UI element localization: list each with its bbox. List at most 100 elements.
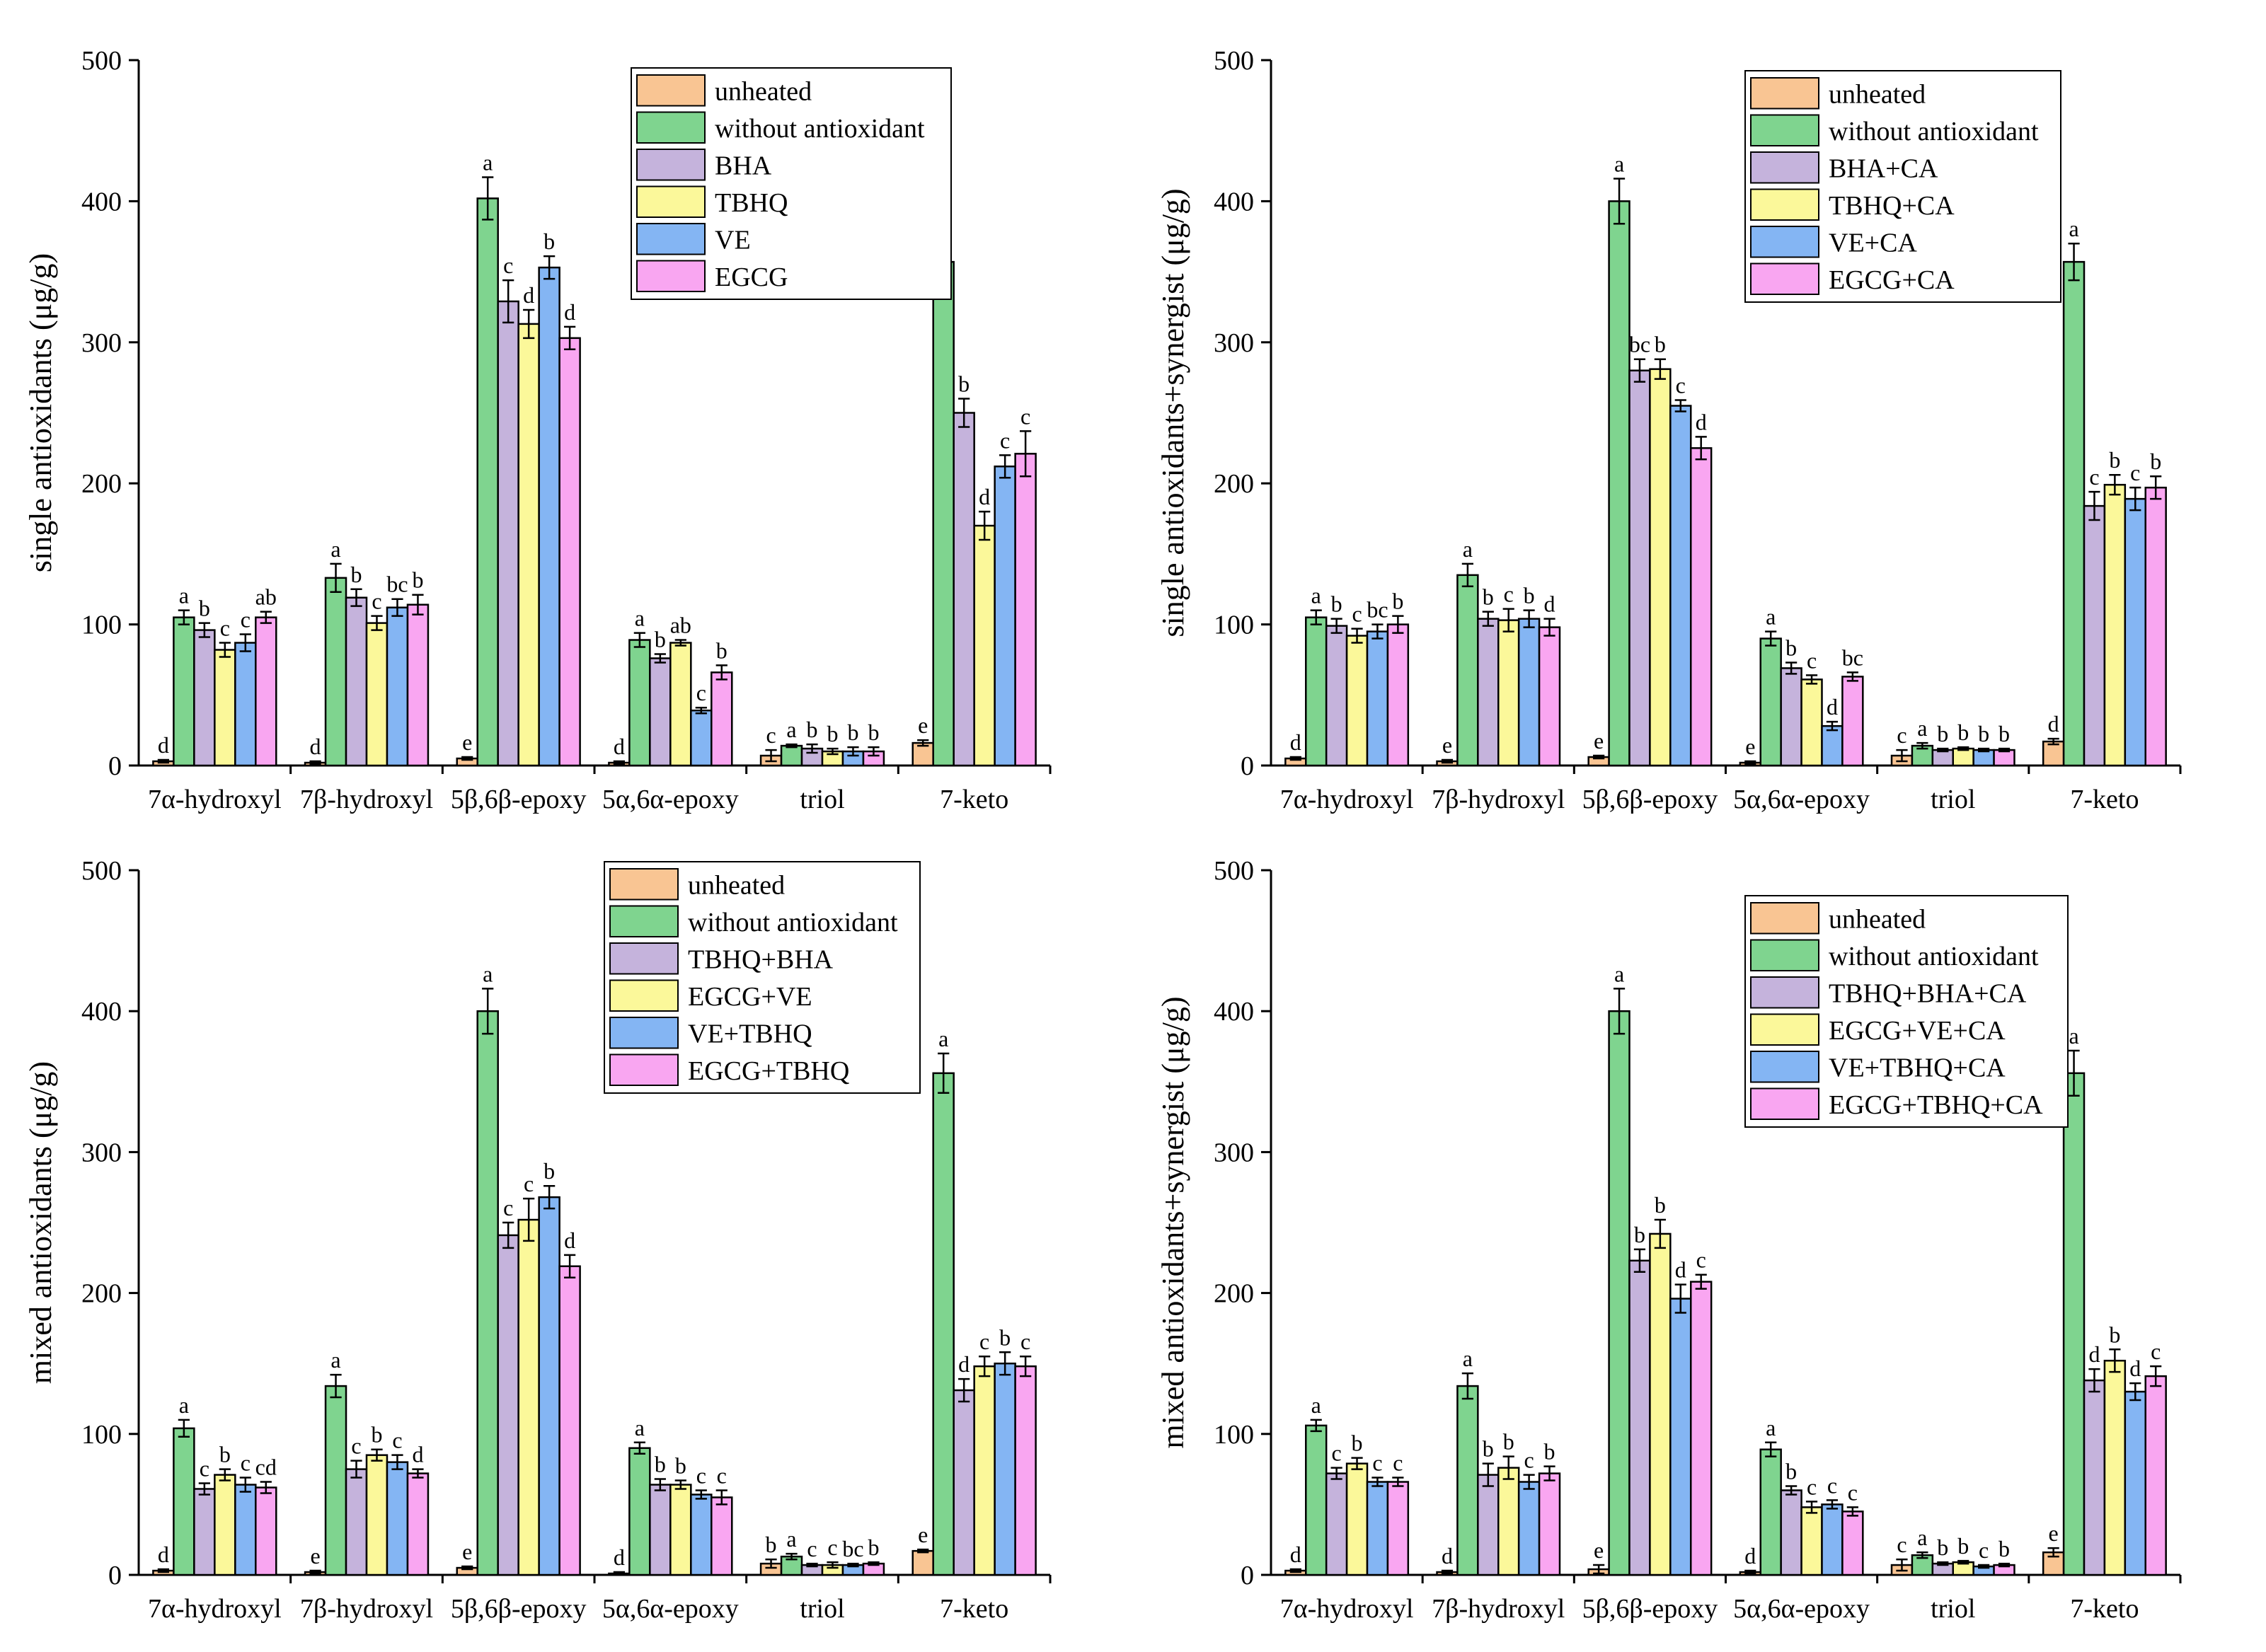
bar-7-keto-tbhq-bha-ca	[2083, 1379, 2106, 1576]
error-bar	[391, 598, 403, 617]
bar-7-hydroxyl-without-antioxidant	[324, 1385, 347, 1576]
error-bar	[765, 1558, 777, 1569]
x-tick-label: triol	[800, 785, 844, 814]
legend-swatch-ve-tbhq	[609, 1017, 679, 1049]
error-bar	[178, 1419, 190, 1438]
y-tick-label: 200	[81, 469, 122, 499]
bar-7-keto-ve-tbhq	[994, 1362, 1016, 1576]
bar-5-6-epoxy-tbhq-bha-ca	[1780, 1489, 1802, 1576]
error-bar	[1826, 1499, 1839, 1510]
legend-label: TBHQ+BHA+CA	[1829, 978, 2027, 1008]
significance-label: b	[1392, 589, 1403, 614]
error-bar	[1654, 1218, 1666, 1249]
error-bar	[309, 760, 321, 766]
x-tick-label: 5β,6β-epoxy	[1582, 1594, 1718, 1624]
significance-label: d	[412, 1442, 423, 1467]
error-bar	[239, 633, 251, 652]
error-bar	[868, 746, 880, 757]
error-bar	[1613, 178, 1626, 225]
x-tick-label: triol	[1931, 1594, 1975, 1624]
significance-label: c	[392, 1428, 402, 1453]
significance-label: b	[544, 1158, 555, 1184]
bar-5-6-epoxy-ve-tbhq	[690, 1494, 713, 1576]
significance-label: b	[1978, 721, 1989, 746]
significance-label: b	[219, 1442, 231, 1467]
bar-7-keto-bha-ca	[2083, 504, 2106, 767]
bar-triol-ve-ca	[1972, 749, 1995, 767]
bar-5-6-epoxy-egcg-ve	[669, 1484, 692, 1576]
legend-swatch-egcg-tbhq	[609, 1053, 679, 1086]
error-bar	[502, 279, 514, 324]
legend-swatch-unheated	[609, 868, 679, 901]
x-tick-label: 7α-hydroxyl	[148, 1594, 282, 1624]
significance-label: c	[241, 607, 251, 633]
significance-label: d	[614, 1544, 625, 1570]
bar-5-6-epoxy-without-antioxidant	[1608, 1010, 1631, 1576]
error-bar	[1593, 754, 1605, 760]
significance-label: ab	[255, 584, 277, 610]
significance-label: b	[412, 567, 423, 593]
error-bar	[827, 747, 839, 756]
y-tick-label: 100	[81, 611, 122, 640]
significance-label: b	[716, 637, 727, 663]
legend-swatch-tbhq-bha-ca	[1750, 976, 1819, 1009]
error-bar	[1674, 399, 1686, 412]
significance-label: e	[918, 712, 928, 738]
significance-label: c	[1807, 647, 1817, 673]
error-bar	[999, 1351, 1011, 1376]
bar-7-hydroxyl-tbhq-ca	[1497, 619, 1520, 767]
significance-label: b	[1634, 1222, 1645, 1247]
bar-7-hydroxyl-tbhq-bha	[193, 1488, 216, 1576]
significance-label: c	[827, 1535, 837, 1560]
bar-7-hydroxyl-bha-ca	[1325, 625, 1348, 767]
bar-7-hydroxyl-egcg	[406, 603, 430, 767]
significance-label: e	[2049, 1520, 2059, 1546]
bar-5-6-epoxy-without-antioxidant	[476, 1010, 499, 1576]
legend-label: without antioxidant	[715, 114, 925, 144]
bar-7-hydroxyl-egcg-tbhq	[406, 1472, 430, 1576]
significance-label: c	[696, 680, 706, 705]
significance-label: a	[635, 1415, 645, 1440]
y-tick-label: 200	[1214, 1279, 1254, 1309]
error-bar	[847, 1562, 859, 1568]
bar-7-keto-egcg-ca	[2144, 486, 2167, 767]
significance-label: e	[462, 1539, 472, 1564]
error-bar	[1392, 615, 1404, 634]
error-bar	[2129, 486, 2141, 512]
bar-5-6-epoxy-egcg-tbhq	[558, 1265, 581, 1576]
legend-label: EGCG+TBHQ+CA	[1829, 1090, 2043, 1120]
bar-5-6-epoxy-ve-tbhq	[538, 1196, 560, 1576]
error-bar	[544, 255, 556, 280]
error-bar	[2068, 242, 2080, 282]
significance-label: c	[1020, 1329, 1030, 1354]
significance-label: a	[483, 961, 493, 986]
x-tick-label: 5α,6α-epoxy	[602, 1594, 739, 1624]
bar-5-6-epoxy-without-antioxidant	[628, 1447, 651, 1576]
significance-label: e	[1745, 734, 1755, 759]
bar-7-hydroxyl-ve-tbhq	[234, 1484, 257, 1576]
y-tick-label: 300	[1214, 328, 1254, 358]
significance-label: a	[330, 1347, 340, 1373]
error-bar	[239, 1477, 251, 1493]
bar-5-6-epoxy-egcg-tbhq-ca	[1841, 1511, 1864, 1576]
error-bar	[765, 749, 777, 763]
error-bar	[1351, 628, 1363, 644]
error-bar	[219, 1468, 231, 1481]
chart-panel-single-antioxidants: 0 100 200 300 400 500 single antioxidants (μg/…	[23, 46, 1052, 814]
bar-7-keto-without-antioxidant	[932, 1072, 955, 1576]
error-bar	[1957, 1559, 1969, 1565]
error-bar	[654, 1478, 666, 1491]
error-bar	[1785, 1485, 1798, 1496]
bar-7-hydroxyl-without-antioxidant	[1456, 1385, 1479, 1576]
x-tick-label: 7-keto	[940, 785, 1008, 814]
significance-label: b	[1655, 1192, 1666, 1218]
significance-label: c	[503, 253, 513, 278]
significance-label: a	[1917, 715, 1927, 741]
x-tick-label: 7β-hydroxyl	[300, 785, 433, 814]
error-bar	[917, 739, 929, 747]
y-axis-label: mixed antioxidants+synergist (μg/g)	[1156, 996, 1190, 1448]
bar-7-hydroxyl-ve-tbhq-ca	[1366, 1481, 1389, 1576]
significance-label: c	[1807, 1474, 1817, 1499]
bar-7-hydroxyl-without-antioxidant	[1305, 616, 1328, 767]
